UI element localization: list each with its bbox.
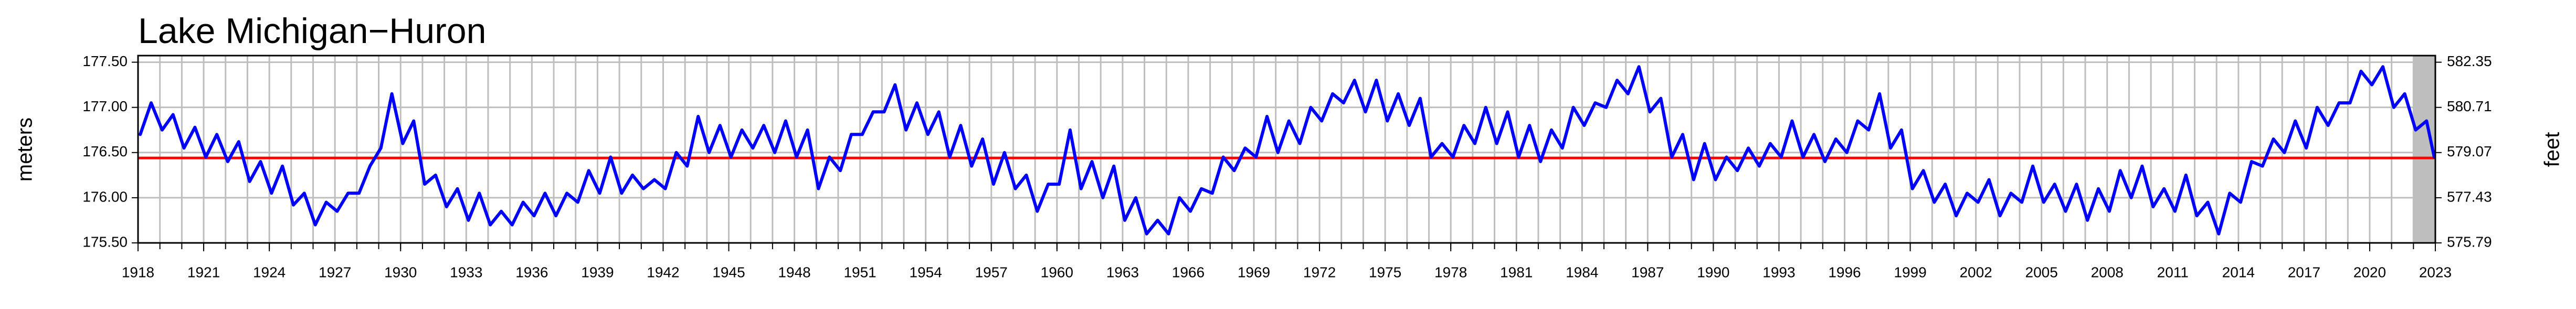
x-tick-label: 2002: [1959, 264, 1992, 280]
x-tick-label: 1981: [1500, 264, 1533, 280]
x-tick-label: 1933: [450, 264, 482, 280]
chart-title: Lake Michigan−Huron: [138, 11, 486, 51]
y2-tick-label: 582.35: [2447, 53, 2492, 69]
x-tick-label: 1975: [1369, 264, 1401, 280]
x-tick-label: 1924: [253, 264, 286, 280]
x-tick-label: 1960: [1041, 264, 1073, 280]
y2-axis-label: feet: [2541, 132, 2564, 167]
x-tick-label: 1942: [647, 264, 679, 280]
x-tick-label: 2011: [2157, 264, 2189, 280]
x-tick-label: 1948: [778, 264, 810, 280]
x-tick-label: 1990: [1697, 264, 1729, 280]
x-tick-label: 1954: [910, 264, 942, 280]
y-tick-label: 176.00: [82, 188, 128, 205]
x-tick-label: 1951: [843, 264, 876, 280]
x-tick-label: 2017: [2288, 264, 2320, 280]
x-tick-label: 1927: [319, 264, 351, 280]
y2-tick-label: 575.79: [2447, 233, 2492, 250]
x-tick-label: 1996: [1828, 264, 1861, 280]
x-tick-label: 2014: [2222, 264, 2255, 280]
x-tick-label: 1972: [1303, 264, 1336, 280]
y-tick-label: 177.00: [82, 98, 128, 114]
series-line: [139, 65, 2436, 236]
x-tick-label: 1957: [975, 264, 1008, 280]
x-tick-label: 1999: [1894, 264, 1926, 280]
x-tick-label: 1993: [1762, 264, 1795, 280]
x-tick-label: 1936: [515, 264, 548, 280]
y2-tick-label: 579.07: [2447, 143, 2492, 159]
x-tick-label: 1969: [1238, 264, 1270, 280]
y-tick-label: 176.50: [82, 143, 128, 159]
plot-frame: [137, 55, 2436, 244]
x-tick-label: 2020: [2353, 264, 2386, 280]
x-tick-label: 2008: [2091, 264, 2124, 280]
x-tick-label: 2005: [2025, 264, 2058, 280]
x-tick-label: 1978: [1434, 264, 1467, 280]
y2-tick-label: 580.71: [2447, 98, 2492, 114]
y-tick-label: 175.50: [82, 233, 128, 250]
x-tick-label: 1939: [581, 264, 614, 280]
x-tick-label: 1918: [122, 264, 154, 280]
x-tick-label: 1984: [1566, 264, 1598, 280]
y-axis-label: meters: [14, 118, 37, 182]
x-tick-label: 1921: [187, 264, 220, 280]
x-tick-label: 1966: [1172, 264, 1205, 280]
x-tick-label: 1963: [1106, 264, 1139, 280]
x-tick-label: 2023: [2419, 264, 2452, 280]
y-tick-label: 177.50: [82, 53, 128, 69]
y2-tick-label: 577.43: [2447, 188, 2492, 205]
x-tick-label: 1930: [384, 264, 417, 280]
x-tick-label: 1945: [712, 264, 745, 280]
x-tick-label: 1987: [1631, 264, 1664, 280]
